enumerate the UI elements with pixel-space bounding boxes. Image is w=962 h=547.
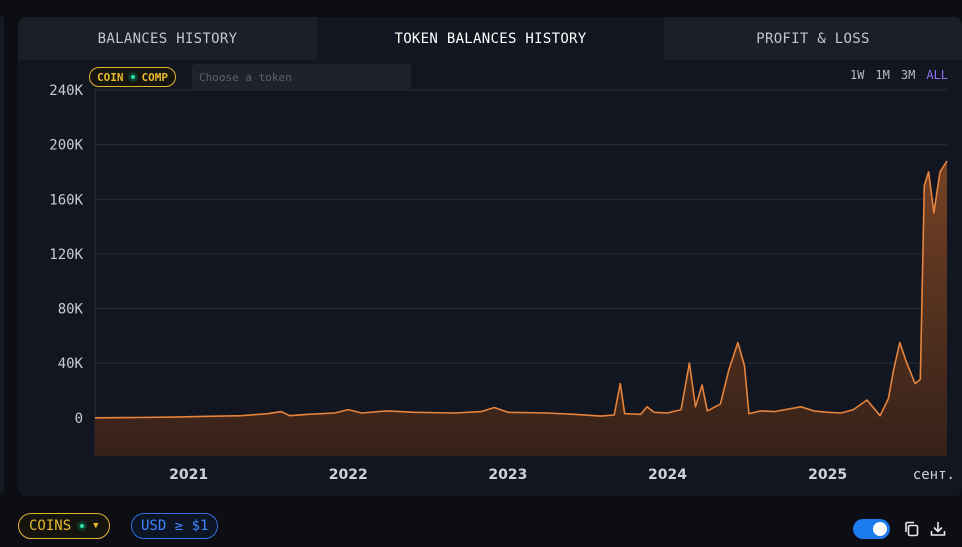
token-chip-left-label: COIN xyxy=(97,70,124,84)
x-tick-label: 2024 xyxy=(648,467,687,483)
range-1w[interactable]: 1W xyxy=(849,68,865,82)
tab-token-balances-history[interactable]: TOKEN BALANCES HISTORY xyxy=(317,17,664,60)
usd-threshold-label: USD ≥ $1 xyxy=(141,518,209,534)
coin-logo-icon xyxy=(127,72,138,82)
token-chip-right-label: COMP xyxy=(141,70,169,84)
y-tick-label: 200K xyxy=(49,138,83,154)
range-3m[interactable]: 3M xyxy=(900,68,916,82)
copy-icon[interactable] xyxy=(903,520,921,538)
usd-threshold-button[interactable]: USD ≥ $1 xyxy=(131,513,219,539)
y-tick-label: 240K xyxy=(49,83,83,99)
tab-profit-and-loss[interactable]: PROFIT & LOSS xyxy=(664,17,962,60)
y-tick-label: 40K xyxy=(58,356,84,372)
x-tick-label: 2021 xyxy=(169,467,208,483)
range-all[interactable]: ALL xyxy=(926,68,948,82)
y-tick-label: 120K xyxy=(49,247,83,263)
chevron-down-icon: ▼ xyxy=(93,521,99,531)
tab-bar: BALANCES HISTORY TOKEN BALANCES HISTORY … xyxy=(18,17,962,60)
x-tick-label: 2022 xyxy=(329,467,368,483)
token-chip[interactable]: COIN COMP xyxy=(89,67,176,87)
left-edge-strip xyxy=(0,15,4,495)
coins-filter-button[interactable]: COINS ▼ xyxy=(18,513,110,539)
series-line xyxy=(94,160,948,419)
coin-logo-icon xyxy=(77,521,88,531)
download-icon[interactable] xyxy=(929,520,947,538)
range-1m[interactable]: 1M xyxy=(875,68,890,82)
token-balance-chart: 0 40K 80K 120K 160K 200K 240K 2021 2022 2023 2024 2… xyxy=(49,83,955,483)
series-area xyxy=(95,161,947,456)
chart-panel: BALANCES HISTORY TOKEN BALANCES HISTORY … xyxy=(18,17,962,496)
display-toggle[interactable] xyxy=(853,519,890,539)
y-tick-label: 160K xyxy=(49,192,83,208)
y-tick-label: 80K xyxy=(58,302,84,318)
token-search-input[interactable] xyxy=(192,64,411,90)
tab-balances-history[interactable]: BALANCES HISTORY xyxy=(18,17,317,60)
x-tick-label: 2023 xyxy=(488,467,527,483)
x-tick-label: сент. xyxy=(913,467,955,483)
y-tick-label: 0 xyxy=(75,411,83,427)
x-tick-label: 2025 xyxy=(808,467,847,483)
range-selector: 1W 1M 3M ALL xyxy=(850,68,948,82)
coins-filter-label: COINS xyxy=(29,518,72,534)
